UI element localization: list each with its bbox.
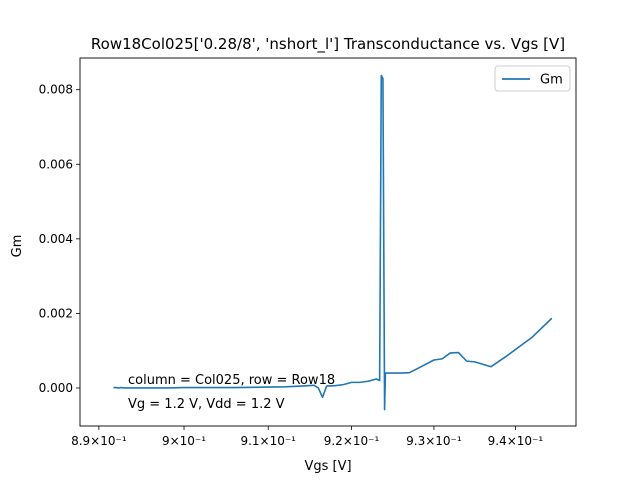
series-layer <box>113 74 553 411</box>
legend-label: Gm <box>540 73 563 88</box>
y-axis-ticks: 0.000 0.002 0.004 0.006 0.008 <box>39 83 80 395</box>
annotation-text: Vg = 1.2 V, Vdd = 1.2 V <box>128 397 285 412</box>
y-tick-label: 0.004 <box>39 232 73 246</box>
annotations: column = Col025, row = Row18 Vg = 1.2 V, … <box>128 373 335 412</box>
x-tick-label: 8.9×10⁻¹ <box>71 434 127 448</box>
axes-frame <box>79 57 577 427</box>
y-tick-label: 0.000 <box>39 381 73 395</box>
x-tick-label: 9×10⁻¹ <box>162 434 206 448</box>
x-tick-label: 9.2×10⁻¹ <box>324 434 380 448</box>
plot-area: 8.9×10⁻¹ 9×10⁻¹ 9.1×10⁻¹ 9.2×10⁻¹ 9.3×10⁻¹ 9.… <box>39 57 577 448</box>
annotation-text: column = Col025, row = Row18 <box>128 373 335 388</box>
legend: Gm <box>494 65 571 92</box>
y-tick-label: 0.006 <box>39 157 73 171</box>
y-tick-label: 0.002 <box>39 306 73 320</box>
y-axis-label: Gm <box>10 235 25 258</box>
x-tick-label: 9.3×10⁻¹ <box>406 434 462 448</box>
x-axis-label: Vgs [V] <box>304 459 351 474</box>
legend-box <box>494 65 571 92</box>
x-tick-label: 9.1×10⁻¹ <box>240 434 296 448</box>
x-tick-label: 9.4×10⁻¹ <box>488 434 544 448</box>
series-line-1 <box>113 74 553 411</box>
y-tick-label: 0.008 <box>39 83 73 97</box>
x-axis-ticks: 8.9×10⁻¹ 9×10⁻¹ 9.1×10⁻¹ 9.2×10⁻¹ 9.3×10⁻¹ 9.… <box>71 426 543 448</box>
chart-title: Row18Col025['0.28/8', 'nshort_l'] Transc… <box>91 35 565 54</box>
